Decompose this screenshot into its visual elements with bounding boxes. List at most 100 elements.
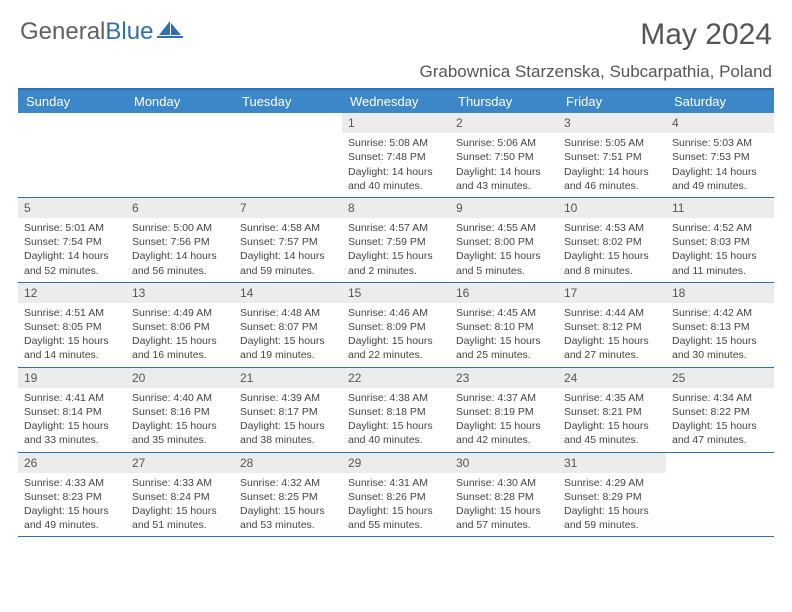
sunset-text: Sunset: 7:51 PM [564, 150, 660, 164]
sunrise-text: Sunrise: 4:41 AM [24, 391, 120, 405]
daylight-text: Daylight: 14 hours and 56 minutes. [132, 249, 228, 277]
cell-body: Sunrise: 4:32 AMSunset: 8:25 PMDaylight:… [234, 475, 342, 537]
sunrise-text: Sunrise: 5:01 AM [24, 221, 120, 235]
day-number: 3 [558, 113, 666, 133]
calendar-cell: 10Sunrise: 4:53 AMSunset: 8:02 PMDayligh… [558, 198, 666, 282]
sunrise-text: Sunrise: 5:03 AM [672, 136, 768, 150]
sunrise-text: Sunrise: 4:39 AM [240, 391, 336, 405]
calendar-cell: 19Sunrise: 4:41 AMSunset: 8:14 PMDayligh… [18, 368, 126, 452]
sunset-text: Sunset: 8:24 PM [132, 490, 228, 504]
sunset-text: Sunset: 8:10 PM [456, 320, 552, 334]
cell-body: Sunrise: 4:55 AMSunset: 8:00 PMDaylight:… [450, 220, 558, 282]
calendar-cell: 30Sunrise: 4:30 AMSunset: 8:28 PMDayligh… [450, 453, 558, 537]
sunset-text: Sunset: 7:59 PM [348, 235, 444, 249]
sunrise-text: Sunrise: 4:34 AM [672, 391, 768, 405]
logo-text-gray: General [20, 18, 105, 46]
calendar-cell: 28Sunrise: 4:32 AMSunset: 8:25 PMDayligh… [234, 453, 342, 537]
cell-body: Sunrise: 4:51 AMSunset: 8:05 PMDaylight:… [18, 305, 126, 367]
day-number: 26 [18, 453, 126, 473]
day-number: 30 [450, 453, 558, 473]
sunrise-text: Sunrise: 4:33 AM [24, 476, 120, 490]
day-number: 24 [558, 368, 666, 388]
cell-body: Sunrise: 4:44 AMSunset: 8:12 PMDaylight:… [558, 305, 666, 367]
calendar-weeks: ...1Sunrise: 5:08 AMSunset: 7:48 PMDayli… [18, 113, 774, 537]
sunset-text: Sunset: 8:02 PM [564, 235, 660, 249]
day-header-cell: Tuesday [234, 90, 342, 113]
daylight-text: Daylight: 15 hours and 45 minutes. [564, 419, 660, 447]
sunrise-text: Sunrise: 4:51 AM [24, 306, 120, 320]
calendar-cell: . [18, 113, 126, 197]
day-number: 12 [18, 283, 126, 303]
cell-body: Sunrise: 4:38 AMSunset: 8:18 PMDaylight:… [342, 390, 450, 452]
sunset-text: Sunset: 8:03 PM [672, 235, 768, 249]
day-number: 2 [450, 113, 558, 133]
cell-body: Sunrise: 4:40 AMSunset: 8:16 PMDaylight:… [126, 390, 234, 452]
daylight-text: Daylight: 15 hours and 19 minutes. [240, 334, 336, 362]
calendar-cell: 5Sunrise: 5:01 AMSunset: 7:54 PMDaylight… [18, 198, 126, 282]
daylight-text: Daylight: 15 hours and 5 minutes. [456, 249, 552, 277]
daylight-text: Daylight: 15 hours and 53 minutes. [240, 504, 336, 532]
day-number: 4 [666, 113, 774, 133]
day-number: 20 [126, 368, 234, 388]
cell-body: Sunrise: 4:57 AMSunset: 7:59 PMDaylight:… [342, 220, 450, 282]
sunrise-text: Sunrise: 4:30 AM [456, 476, 552, 490]
sunrise-text: Sunrise: 4:53 AM [564, 221, 660, 235]
day-number: 17 [558, 283, 666, 303]
calendar-week: ...1Sunrise: 5:08 AMSunset: 7:48 PMDayli… [18, 113, 774, 198]
daylight-text: Daylight: 15 hours and 27 minutes. [564, 334, 660, 362]
calendar-cell: 7Sunrise: 4:58 AMSunset: 7:57 PMDaylight… [234, 198, 342, 282]
day-header-cell: Friday [558, 90, 666, 113]
day-number: 18 [666, 283, 774, 303]
sunset-text: Sunset: 8:17 PM [240, 405, 336, 419]
day-number: 23 [450, 368, 558, 388]
cell-body: Sunrise: 4:39 AMSunset: 8:17 PMDaylight:… [234, 390, 342, 452]
cell-body: Sunrise: 4:45 AMSunset: 8:10 PMDaylight:… [450, 305, 558, 367]
daylight-text: Daylight: 14 hours and 52 minutes. [24, 249, 120, 277]
calendar-cell: 27Sunrise: 4:33 AMSunset: 8:24 PMDayligh… [126, 453, 234, 537]
daylight-text: Daylight: 15 hours and 51 minutes. [132, 504, 228, 532]
sunrise-text: Sunrise: 4:38 AM [348, 391, 444, 405]
calendar-week: 5Sunrise: 5:01 AMSunset: 7:54 PMDaylight… [18, 198, 774, 283]
daylight-text: Daylight: 15 hours and 55 minutes. [348, 504, 444, 532]
day-number: 13 [126, 283, 234, 303]
calendar-cell: 31Sunrise: 4:29 AMSunset: 8:29 PMDayligh… [558, 453, 666, 537]
logo-text-blue: Blue [105, 18, 153, 46]
sunrise-text: Sunrise: 4:40 AM [132, 391, 228, 405]
sunset-text: Sunset: 8:09 PM [348, 320, 444, 334]
sunset-text: Sunset: 7:54 PM [24, 235, 120, 249]
daylight-text: Daylight: 15 hours and 2 minutes. [348, 249, 444, 277]
sunset-text: Sunset: 8:14 PM [24, 405, 120, 419]
calendar-cell: 3Sunrise: 5:05 AMSunset: 7:51 PMDaylight… [558, 113, 666, 197]
sunset-text: Sunset: 7:50 PM [456, 150, 552, 164]
sunset-text: Sunset: 8:23 PM [24, 490, 120, 504]
day-header-cell: Monday [126, 90, 234, 113]
sunset-text: Sunset: 8:13 PM [672, 320, 768, 334]
sunset-text: Sunset: 8:19 PM [456, 405, 552, 419]
cell-body: Sunrise: 5:01 AMSunset: 7:54 PMDaylight:… [18, 220, 126, 282]
sunrise-text: Sunrise: 5:08 AM [348, 136, 444, 150]
sunset-text: Sunset: 8:26 PM [348, 490, 444, 504]
daylight-text: Daylight: 15 hours and 30 minutes. [672, 334, 768, 362]
cell-body: Sunrise: 4:48 AMSunset: 8:07 PMDaylight:… [234, 305, 342, 367]
sunrise-text: Sunrise: 4:46 AM [348, 306, 444, 320]
daylight-text: Daylight: 15 hours and 49 minutes. [24, 504, 120, 532]
calendar-cell: 17Sunrise: 4:44 AMSunset: 8:12 PMDayligh… [558, 283, 666, 367]
day-number: 5 [18, 198, 126, 218]
daylight-text: Daylight: 15 hours and 33 minutes. [24, 419, 120, 447]
day-number: 14 [234, 283, 342, 303]
daylight-text: Daylight: 15 hours and 38 minutes. [240, 419, 336, 447]
cell-body: Sunrise: 4:35 AMSunset: 8:21 PMDaylight:… [558, 390, 666, 452]
calendar-week: 19Sunrise: 4:41 AMSunset: 8:14 PMDayligh… [18, 368, 774, 453]
calendar-cell: 20Sunrise: 4:40 AMSunset: 8:16 PMDayligh… [126, 368, 234, 452]
day-header-cell: Wednesday [342, 90, 450, 113]
calendar-cell: 16Sunrise: 4:45 AMSunset: 8:10 PMDayligh… [450, 283, 558, 367]
sunset-text: Sunset: 8:05 PM [24, 320, 120, 334]
calendar-cell: 2Sunrise: 5:06 AMSunset: 7:50 PMDaylight… [450, 113, 558, 197]
sunrise-text: Sunrise: 4:42 AM [672, 306, 768, 320]
calendar-cell: 1Sunrise: 5:08 AMSunset: 7:48 PMDaylight… [342, 113, 450, 197]
calendar-cell: . [666, 453, 774, 537]
sunset-text: Sunset: 8:12 PM [564, 320, 660, 334]
calendar-week: 12Sunrise: 4:51 AMSunset: 8:05 PMDayligh… [18, 283, 774, 368]
cell-body: Sunrise: 4:34 AMSunset: 8:22 PMDaylight:… [666, 390, 774, 452]
calendar-cell: 13Sunrise: 4:49 AMSunset: 8:06 PMDayligh… [126, 283, 234, 367]
